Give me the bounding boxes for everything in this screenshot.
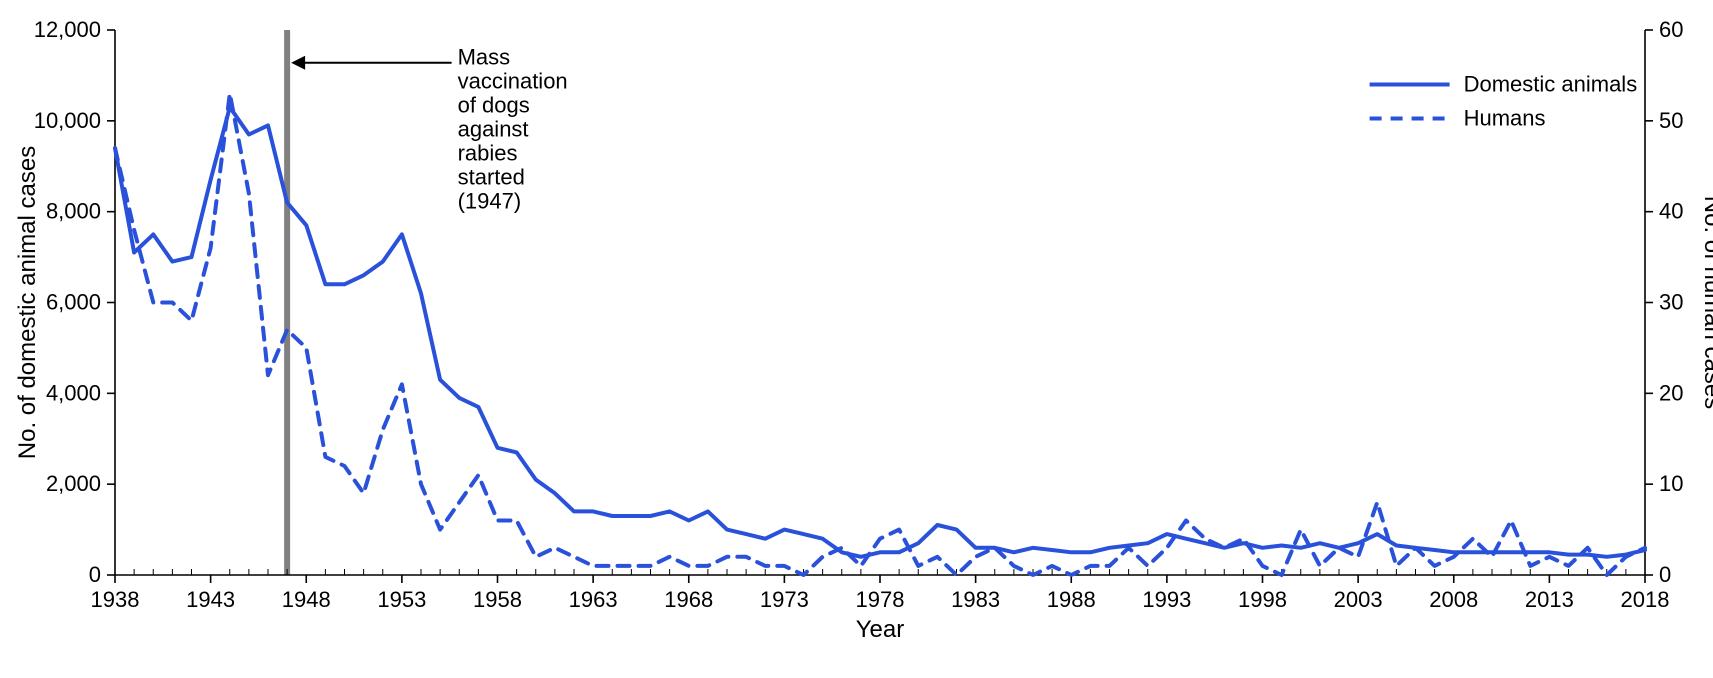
- x-tick-label: 1978: [856, 587, 905, 612]
- y-right-tick-label: 30: [1659, 290, 1683, 315]
- x-tick-label: 1983: [951, 587, 1000, 612]
- y-left-axis-label: No. of domestic animal cases: [14, 146, 41, 459]
- x-tick-label: 2018: [1621, 587, 1670, 612]
- x-tick-label: 2003: [1334, 587, 1383, 612]
- x-tick-label: 1953: [377, 587, 426, 612]
- annotation-text-line: rabies: [458, 141, 518, 166]
- x-tick-label: 1988: [1047, 587, 1096, 612]
- chart-background: [0, 0, 1713, 678]
- x-tick-label: 1943: [186, 587, 235, 612]
- x-axis-label: Year: [856, 616, 905, 643]
- x-tick-label: 2008: [1429, 587, 1478, 612]
- y-left-tick-label: 12,000: [34, 17, 101, 42]
- y-left-tick-label: 4,000: [46, 380, 101, 405]
- y-left-tick-label: 6,000: [46, 290, 101, 315]
- y-right-tick-label: 10: [1659, 471, 1683, 496]
- x-tick-label: 1968: [664, 587, 713, 612]
- x-tick-label: 1993: [1142, 587, 1191, 612]
- y-right-tick-label: 60: [1659, 17, 1683, 42]
- y-right-tick-label: 40: [1659, 199, 1683, 224]
- x-tick-label: 1938: [91, 587, 140, 612]
- legend-label-humans: Humans: [1464, 106, 1546, 131]
- annotation-text-line: vaccination: [458, 69, 568, 94]
- x-tick-label: 1948: [282, 587, 331, 612]
- y-right-tick-label: 20: [1659, 380, 1683, 405]
- x-tick-label: 1963: [569, 587, 618, 612]
- x-tick-label: 1973: [760, 587, 809, 612]
- rabies-cases-chart: 1938 1943 1948 1953 1958 1963 1968 1973 1978 1983…: [0, 0, 1713, 678]
- y-right-tick-label: 50: [1659, 108, 1683, 133]
- y-left-tick-label: 10,000: [34, 108, 101, 133]
- chart-svg: 1938 1943 1948 1953 1958 1963 1968 1973 1978 1983…: [0, 0, 1713, 678]
- y-left-tick-label: 8,000: [46, 199, 101, 224]
- y-right-axis-label: No. of human cases: [1699, 196, 1713, 409]
- y-left-tick-label: 2,000: [46, 471, 101, 496]
- annotation-text-line: against: [458, 117, 529, 142]
- y-left-tick-label: 0: [89, 562, 101, 587]
- annotation-text-line: of dogs: [458, 93, 530, 118]
- x-tick-label: 1958: [473, 587, 522, 612]
- annotation-text-line: (1947): [458, 189, 522, 214]
- x-tick-label: 2013: [1525, 587, 1574, 612]
- x-tick-label: 1998: [1238, 587, 1287, 612]
- y-right-tick-label: 0: [1659, 562, 1671, 587]
- annotation-text-line: Mass: [458, 45, 511, 70]
- legend-label-domestic: Domestic animals: [1464, 72, 1638, 97]
- annotation-text-line: started: [458, 165, 525, 190]
